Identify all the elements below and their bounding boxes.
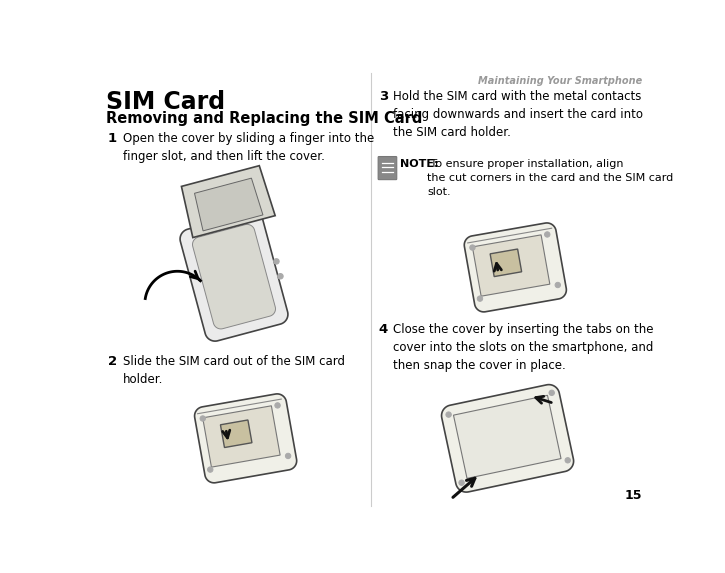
Text: NOTE:: NOTE: <box>400 159 439 169</box>
Circle shape <box>555 282 560 288</box>
Text: Slide the SIM card out of the SIM card
holder.: Slide the SIM card out of the SIM card h… <box>123 355 345 386</box>
Circle shape <box>274 258 279 264</box>
Text: Removing and Replacing the SIM Card: Removing and Replacing the SIM Card <box>106 111 423 126</box>
Circle shape <box>278 273 283 279</box>
Circle shape <box>286 453 291 458</box>
Circle shape <box>544 231 550 237</box>
Polygon shape <box>473 235 550 296</box>
Circle shape <box>459 480 464 485</box>
Polygon shape <box>220 420 252 448</box>
Polygon shape <box>464 223 566 312</box>
Text: 4: 4 <box>379 323 388 336</box>
Polygon shape <box>194 178 263 231</box>
Polygon shape <box>181 166 276 238</box>
Polygon shape <box>453 395 561 478</box>
Polygon shape <box>490 249 522 277</box>
Circle shape <box>275 403 281 408</box>
FancyBboxPatch shape <box>378 156 397 180</box>
Circle shape <box>446 412 452 417</box>
Text: SIM Card: SIM Card <box>106 91 225 115</box>
Text: Hold the SIM card with the metal contacts
facing downwards and insert the card i: Hold the SIM card with the metal contact… <box>393 91 643 139</box>
Text: Open the cover by sliding a finger into the
finger slot, and then lift the cover: Open the cover by sliding a finger into … <box>123 132 374 163</box>
Text: 15: 15 <box>625 489 642 503</box>
Circle shape <box>565 458 571 463</box>
Polygon shape <box>193 225 276 329</box>
Text: 1: 1 <box>108 132 117 145</box>
Text: 3: 3 <box>379 91 388 103</box>
Circle shape <box>207 467 213 472</box>
Polygon shape <box>194 394 297 483</box>
Polygon shape <box>203 406 280 467</box>
Circle shape <box>200 416 205 421</box>
Circle shape <box>549 390 555 395</box>
Text: To ensure proper installation, align
the cut corners in the card and the SIM car: To ensure proper installation, align the… <box>427 159 674 197</box>
Text: 2: 2 <box>108 355 117 368</box>
Circle shape <box>470 245 475 250</box>
Text: Maintaining Your Smartphone: Maintaining Your Smartphone <box>478 76 642 87</box>
Polygon shape <box>442 384 573 492</box>
Polygon shape <box>180 212 288 341</box>
Circle shape <box>477 296 483 301</box>
Text: Close the cover by inserting the tabs on the
cover into the slots on the smartph: Close the cover by inserting the tabs on… <box>393 323 653 372</box>
